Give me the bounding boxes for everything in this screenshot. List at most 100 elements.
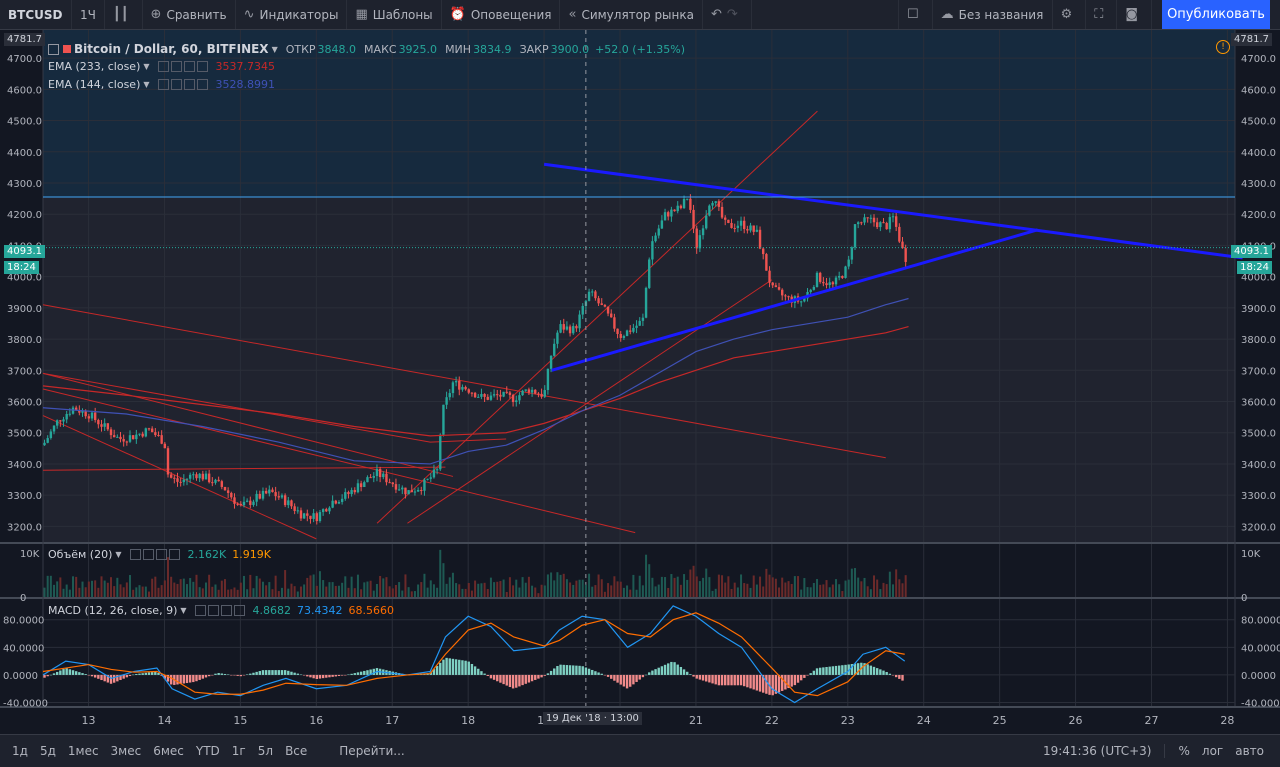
macd-hist-bar bbox=[312, 674, 315, 679]
alert-icon[interactable]: ! bbox=[1216, 40, 1230, 54]
candle-body bbox=[822, 281, 825, 284]
templates-label: Шаблоны bbox=[372, 7, 433, 22]
chevron-down-icon[interactable]: ▼ bbox=[143, 62, 150, 71]
range-zone bbox=[43, 197, 1235, 542]
publish-button[interactable]: Опубликовать bbox=[1162, 0, 1270, 29]
log-toggle[interactable]: лог bbox=[1201, 744, 1224, 758]
macd-hist-bar bbox=[518, 674, 521, 687]
interval-button[interactable]: 1Ч bbox=[72, 0, 105, 29]
candle-body bbox=[325, 509, 328, 512]
volume-label[interactable]: Объём (20) bbox=[48, 548, 113, 561]
volume-bar bbox=[198, 587, 201, 597]
auto-toggle[interactable]: авто bbox=[1235, 744, 1264, 758]
range-button-8[interactable]: Все bbox=[285, 744, 308, 758]
volume-bar bbox=[350, 576, 353, 597]
symbol-search[interactable]: BTCUSD bbox=[0, 0, 72, 29]
range-button-6[interactable]: 1г bbox=[231, 744, 246, 758]
low-value: 3834.9 bbox=[473, 42, 512, 56]
chevron-down-icon[interactable]: ▼ bbox=[115, 550, 122, 559]
snapshot-button[interactable]: ◙ bbox=[1117, 0, 1152, 29]
clock-time[interactable]: 19:41:36 (UTC+3) bbox=[1037, 744, 1165, 758]
x-tick-label: 27 bbox=[1144, 714, 1158, 727]
volume-bar bbox=[651, 577, 654, 597]
close-icon[interactable] bbox=[196, 61, 208, 72]
volume-bar bbox=[337, 585, 340, 597]
candle-body bbox=[622, 336, 626, 338]
candle-body bbox=[74, 407, 78, 411]
candle-body bbox=[885, 222, 888, 230]
settings-icon[interactable] bbox=[170, 61, 182, 72]
close-icon[interactable] bbox=[168, 549, 180, 560]
macd-hist-bar bbox=[331, 674, 334, 677]
candle-body bbox=[549, 355, 553, 369]
drawn-trendline-2 bbox=[42, 388, 636, 534]
candle-body bbox=[429, 477, 432, 479]
eye-icon[interactable] bbox=[194, 605, 206, 616]
close-icon[interactable] bbox=[196, 79, 208, 90]
macd-hist-bar bbox=[163, 674, 167, 679]
volume-bar bbox=[125, 582, 128, 597]
indicators-button[interactable]: ∿ Индикаторы bbox=[236, 0, 348, 29]
plus-icon[interactable] bbox=[183, 61, 195, 72]
eye-icon[interactable] bbox=[129, 549, 141, 560]
candle-body bbox=[198, 473, 201, 479]
undo-button[interactable]: ↶ ↷ bbox=[703, 0, 752, 29]
candle-body bbox=[692, 209, 695, 229]
compare-button[interactable]: ⊕ Сравнить bbox=[143, 0, 236, 29]
range-button-3[interactable]: 3мес bbox=[110, 744, 142, 758]
eye-icon[interactable] bbox=[157, 61, 169, 72]
macd-hist-bar bbox=[581, 666, 584, 675]
legend-title[interactable]: Bitcoin / Dollar, 60, BITFINEX bbox=[74, 42, 269, 56]
settings-icon[interactable] bbox=[207, 605, 219, 616]
chart-area[interactable]: 3200.0 3200.0 3300.0 3300.0 3400.0 3400.0 3500… bbox=[0, 30, 1280, 734]
chevron-down-icon[interactable]: ▼ bbox=[180, 606, 187, 615]
range-button-4[interactable]: 6мес bbox=[153, 744, 184, 758]
macd-hist-bar bbox=[603, 674, 607, 676]
chevron-down-icon[interactable]: ▼ bbox=[143, 80, 150, 89]
candle-body bbox=[841, 276, 844, 278]
candle-body bbox=[217, 479, 220, 482]
candle-body bbox=[195, 474, 198, 479]
candle-body bbox=[401, 487, 404, 490]
ema144-label[interactable]: EMA (144, close) bbox=[48, 78, 141, 91]
macd-hist-bar bbox=[885, 671, 888, 675]
plus-icon[interactable] bbox=[220, 605, 232, 616]
layout-name-button[interactable]: ☁ Без названия bbox=[933, 0, 1053, 29]
candle-body bbox=[84, 410, 87, 417]
fullscreen-button[interactable]: ⛶ bbox=[1086, 0, 1118, 29]
macd-hist-bar bbox=[543, 674, 546, 676]
candle-body bbox=[125, 441, 129, 443]
eye-icon[interactable] bbox=[157, 79, 169, 90]
support-line bbox=[551, 228, 1039, 372]
goto-button[interactable]: Перейти... bbox=[339, 744, 405, 758]
fullscreen-layout-button[interactable]: ☐ bbox=[897, 0, 933, 29]
volume-bar bbox=[499, 581, 502, 597]
replay-button[interactable]: « Симулятор рынка bbox=[560, 0, 703, 29]
chevron-down-icon[interactable]: ▼ bbox=[271, 44, 278, 54]
collapse-icon[interactable] bbox=[48, 43, 59, 55]
ema233-label[interactable]: EMA (233, close) bbox=[48, 60, 141, 73]
range-button-1[interactable]: 5д bbox=[39, 744, 56, 758]
percent-toggle[interactable]: % bbox=[1178, 744, 1190, 758]
settings-button[interactable]: ⚙ bbox=[1053, 0, 1087, 29]
candle-body bbox=[866, 217, 869, 219]
volume-bar bbox=[72, 576, 75, 597]
plus-icon[interactable] bbox=[183, 79, 195, 90]
alerts-button[interactable]: ⏰ Оповещения bbox=[442, 0, 561, 29]
plus-icon[interactable] bbox=[155, 549, 167, 560]
open-value: 3848.0 bbox=[317, 42, 357, 56]
macd-label[interactable]: MACD (12, 26, close, 9) bbox=[48, 604, 178, 617]
range-button-7[interactable]: 5л bbox=[257, 744, 274, 758]
close-icon[interactable] bbox=[233, 605, 245, 616]
settings-icon[interactable] bbox=[170, 79, 182, 90]
range-button-0[interactable]: 1д bbox=[12, 744, 28, 758]
chart-style-button[interactable]: ┃┃ bbox=[105, 0, 143, 29]
volume-bar bbox=[382, 578, 385, 597]
templates-button[interactable]: ▦ Шаблоны bbox=[347, 0, 442, 29]
bottom-toolbar: 1д 5д 1мес 3мес 6мес YTD 1г 5л Все Перейти... 19… bbox=[0, 734, 1280, 767]
range-button-2[interactable]: 1мес bbox=[67, 744, 99, 758]
candle-body bbox=[119, 436, 122, 440]
settings-icon[interactable] bbox=[142, 549, 154, 560]
range-button-5[interactable]: YTD bbox=[195, 744, 220, 758]
candle-body bbox=[391, 482, 394, 485]
